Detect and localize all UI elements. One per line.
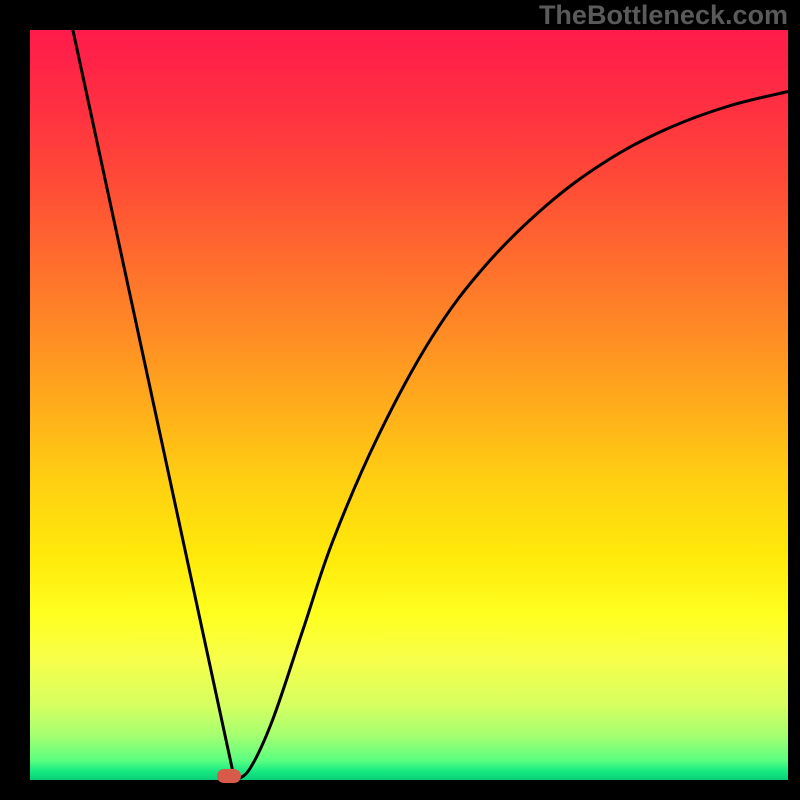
curve-layer xyxy=(0,0,800,800)
chart-root: TheBottleneck.com xyxy=(0,0,800,800)
minimum-marker xyxy=(217,769,241,783)
bottleneck-curve xyxy=(73,30,788,780)
watermark-text: TheBottleneck.com xyxy=(539,0,788,31)
